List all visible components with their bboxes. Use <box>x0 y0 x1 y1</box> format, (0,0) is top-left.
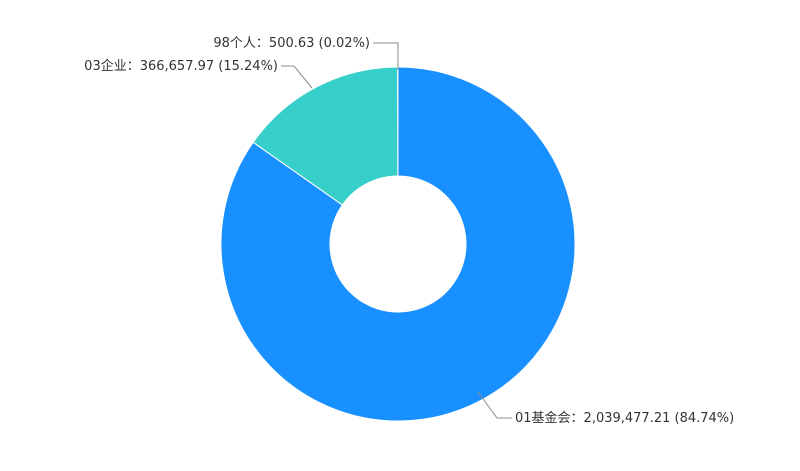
leader-line-98 <box>373 42 399 70</box>
donut-slice-0 <box>220 66 576 422</box>
slice-label-01: 01基金会：2,039,477.21 (84.74%) <box>515 410 734 426</box>
leader-line-03 <box>281 65 313 89</box>
donut-slices <box>220 66 576 422</box>
slice-label-98: 98个人：500.63 (0.02%) <box>213 36 370 51</box>
donut-slice-1 <box>252 66 399 206</box>
leader-line-01 <box>477 391 512 419</box>
slice-label-03: 03企业：366,657.97 (15.24%) <box>84 58 278 74</box>
